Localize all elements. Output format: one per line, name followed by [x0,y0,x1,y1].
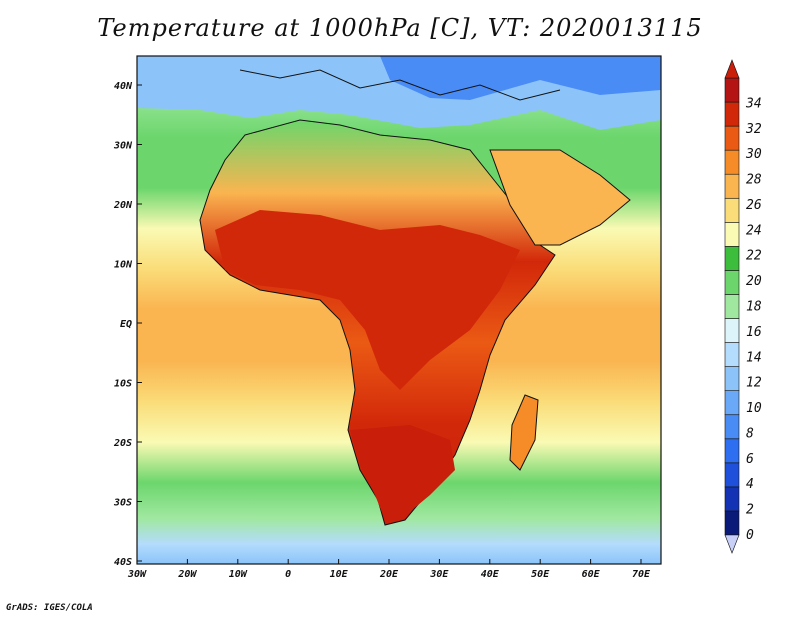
map-plot-area [137,56,661,564]
colorbar-label: 14 [746,350,762,365]
colorbar-segment [724,173,740,199]
colorbar-segment [724,197,740,223]
colorbar-segment [724,101,740,127]
page-title: Temperature at 1000hPa [C], VT: 20200131… [97,14,703,42]
arabia-landmass [489,149,631,246]
lon-label: 40E [481,569,500,580]
lat-label: 10S [114,379,132,390]
colorbar-label: 0 [746,528,754,543]
colorbar-segment [724,462,740,488]
colorbar-segment [724,366,740,391]
lat-label: 40S [114,557,132,568]
colorbar-segment [724,510,740,536]
colorbar-label: 18 [746,300,762,315]
credit-label: GrADS: IGES/COLA [6,603,93,613]
colorbar-label: 28 [746,173,762,188]
colorbar-segment [724,318,740,343]
madagascar-island [509,394,539,471]
lon-label: 60E [582,569,601,580]
colorbar-segment [724,342,740,367]
colorbar-segment [724,270,740,295]
plot-frame [136,55,662,565]
colorbar-label: 10 [746,401,762,416]
lat-label: 30S [113,498,132,509]
colorbar-low-arrow [724,534,740,554]
lon-label: 30W [127,569,147,580]
southern-hot-region [350,425,455,520]
colorbar-segment [724,149,740,175]
colorbar-label: 2 [746,503,754,518]
colorbar-label: 16 [746,325,762,340]
lat-label: 30N [113,141,133,152]
colorbar-segment [724,414,740,440]
colorbar-label: 12 [746,376,762,391]
lon-label: 50E [531,569,550,580]
lon-label: 0 [285,569,291,580]
colorbar-label: 8 [746,426,754,441]
colorbar-label: 20 [746,274,762,289]
colorbar-label: 6 [746,452,754,467]
lon-label: 20W [177,569,197,580]
longitude-axis: 30W 20W 10W 0 10E 20E 30E 40E 50E 60E 70E [127,559,651,580]
lon-label: 10E [330,569,349,580]
colorbar-label: 30 [745,147,762,162]
lon-label: 20E [379,569,399,580]
lon-label: 30E [429,569,449,580]
latitude-axis: 40N 30N 20N 10N EQ 10S 20S 30S 40S [113,81,142,568]
lon-label: 70E [632,569,651,580]
colorbar-segment [724,294,740,319]
europe-coastline [239,69,561,101]
lat-label: 10N [114,260,133,271]
colorbar-segment [724,390,740,416]
colorbar-label: 32 [745,122,762,137]
lat-label: 20N [113,200,133,211]
colorbar-high-arrow [724,59,740,79]
colorbar-label: 22 [746,249,762,264]
northeast-cold-region [380,56,661,100]
lon-label: 10W [229,569,248,580]
colorbar-label: 4 [746,477,754,492]
lat-label: 20S [113,438,132,449]
hot-core-region [215,210,520,390]
colorbar-segment [724,438,740,464]
colorbar-segment [724,125,740,151]
colorbar-label: 34 [745,96,762,111]
colorbar-segment [724,486,740,512]
colorbar-segment [724,77,740,103]
colorbar-label: 24 [746,223,762,238]
lat-label: 40N [114,81,133,92]
lat-label: EQ [120,319,132,330]
colorbar-segment [724,246,740,271]
colorbar-label: 26 [746,198,762,213]
colorbar-segment [724,222,740,247]
